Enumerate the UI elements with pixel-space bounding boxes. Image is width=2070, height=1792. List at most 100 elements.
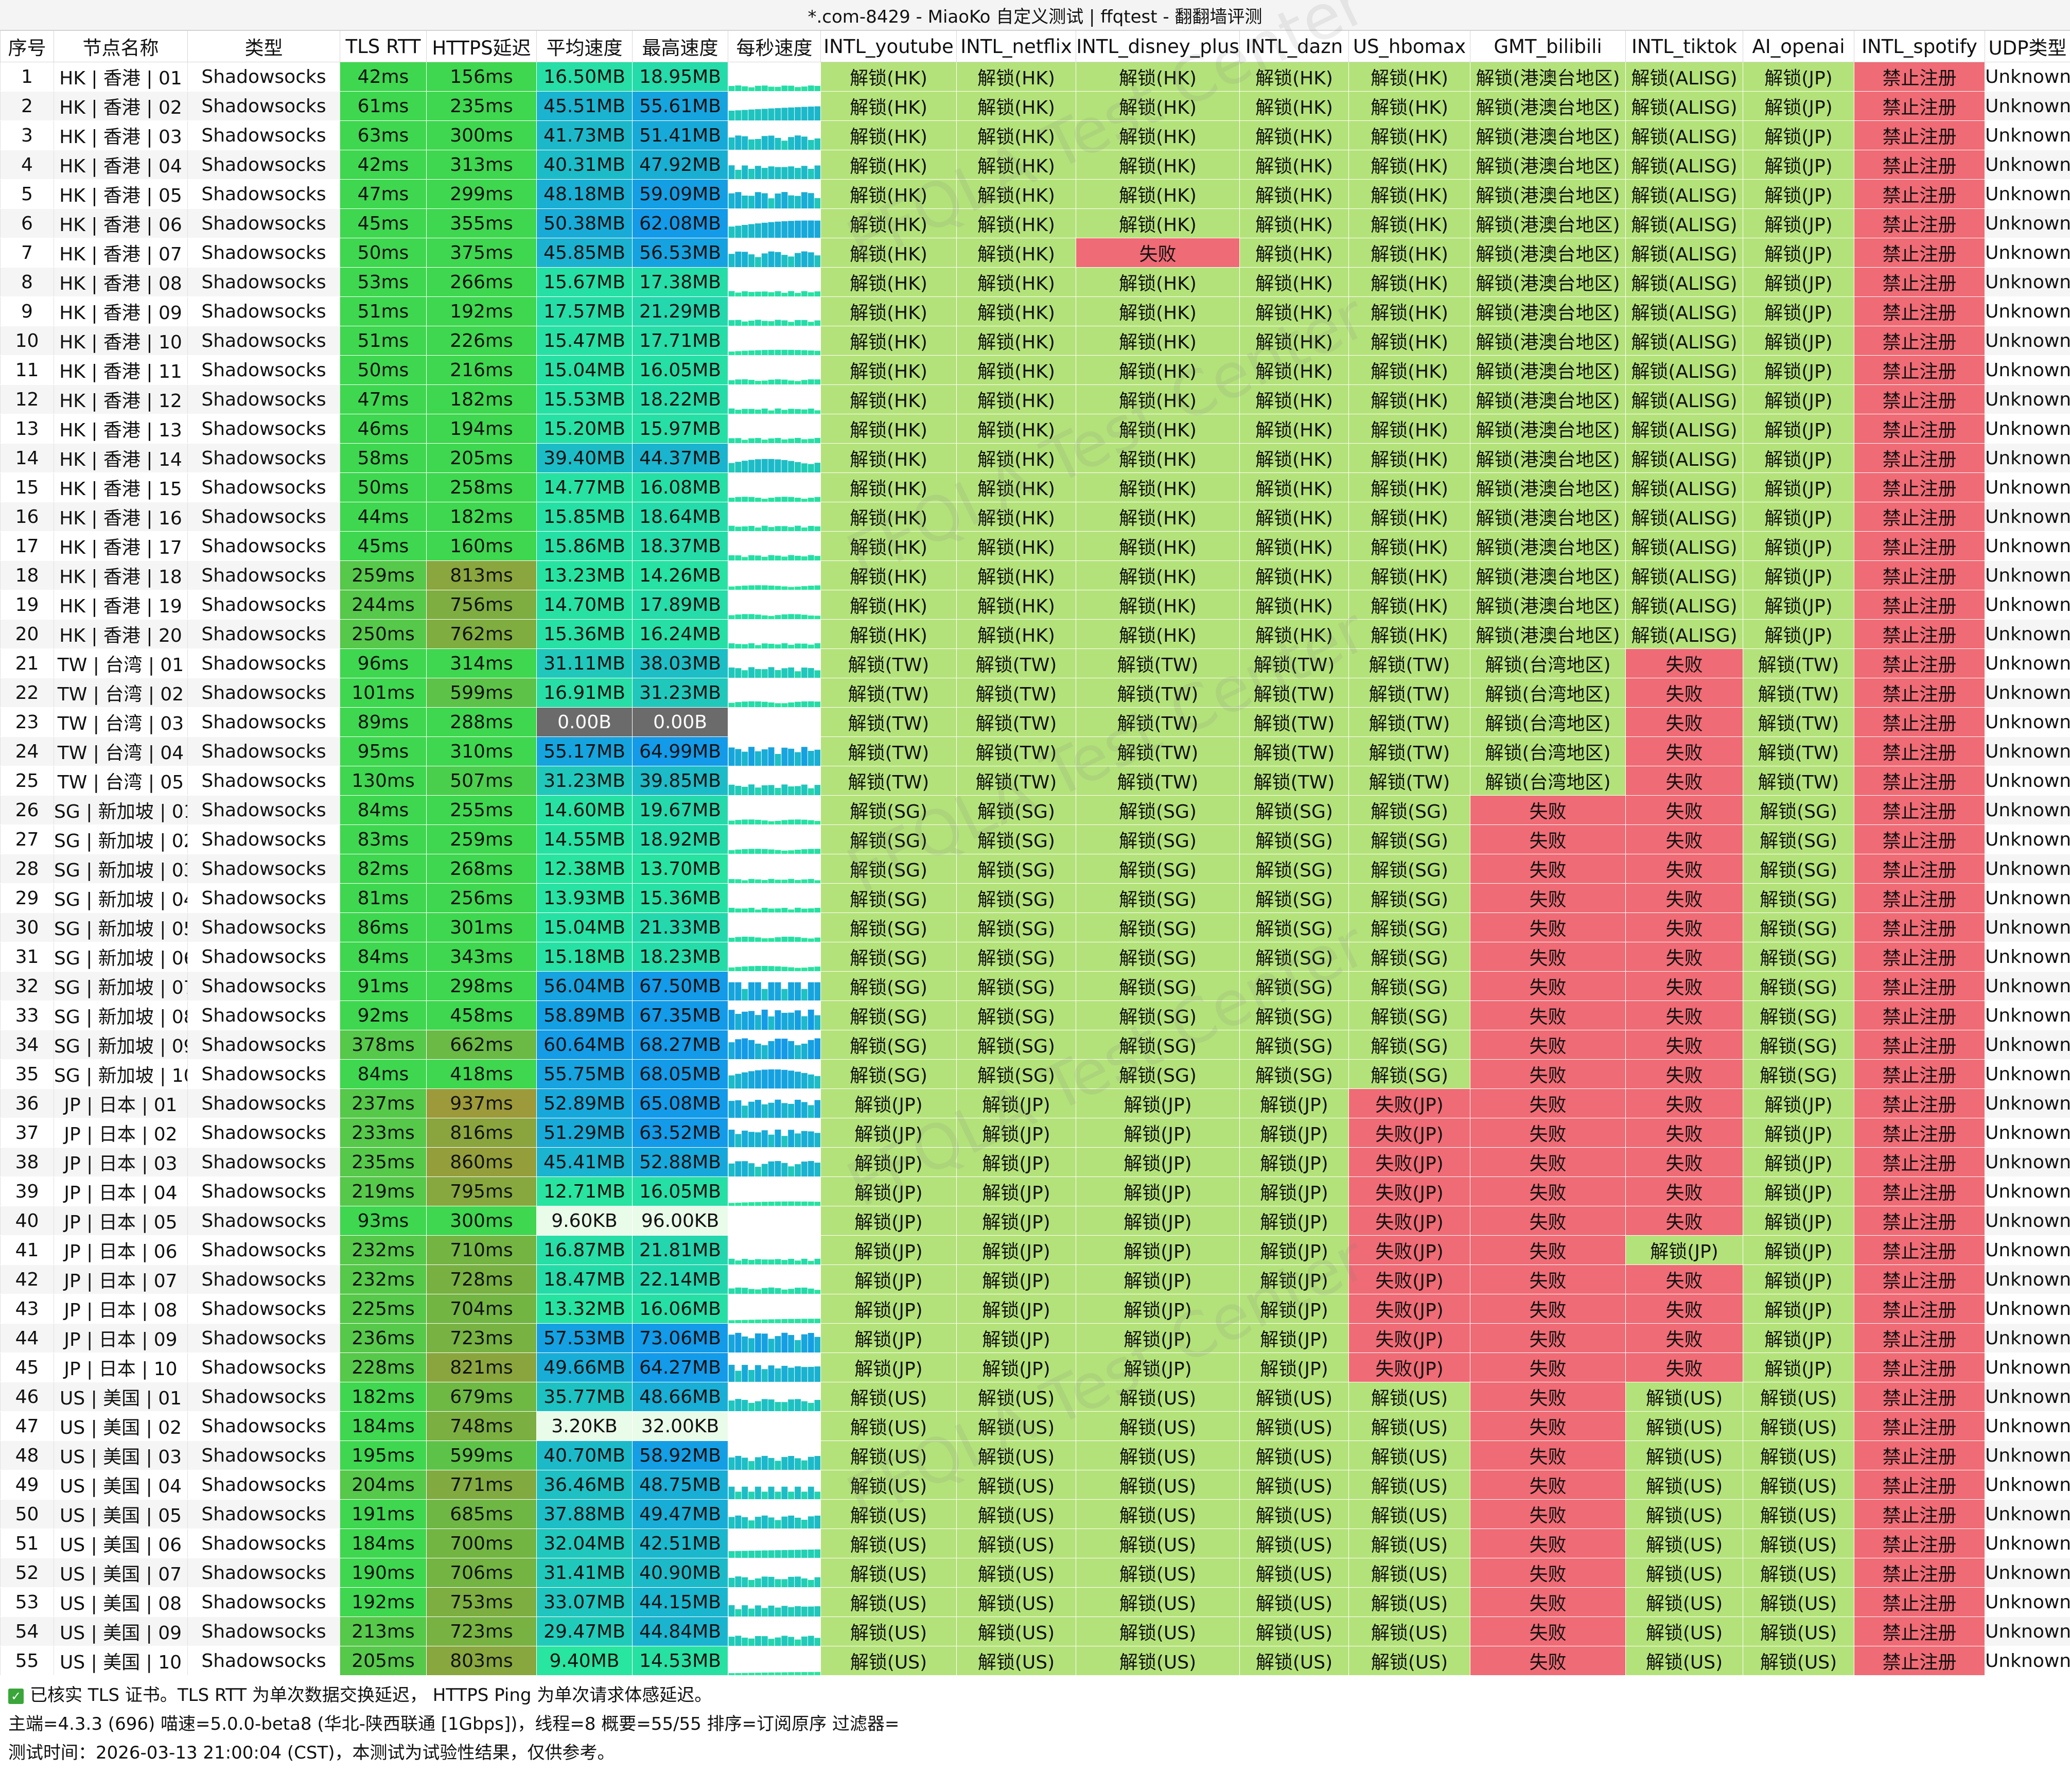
table-row[interactable]: 11 HK | 香港 | 11 Shadowsocks 50ms 216ms 15.04M… xyxy=(0,355,2070,385)
table-row[interactable]: 32 SG | 新加坡 | 07 Shadowsocks 91ms 298ms 56.04… xyxy=(0,971,2070,1001)
sparkline-bar xyxy=(748,1338,755,1352)
table-row[interactable]: 30 SG | 新加坡 | 05 Shadowsocks 86ms 301ms 15.04… xyxy=(0,912,2070,942)
column-header-netflix[interactable]: INTL_netflix xyxy=(956,30,1076,62)
table-row[interactable]: 9 HK | 香港 | 09 Shadowsocks 51ms 192ms 17.57MB… xyxy=(0,296,2070,326)
table-row[interactable]: 19 HK | 香港 | 19 Shadowsocks 244ms 756ms 14.70… xyxy=(0,590,2070,620)
table-row[interactable]: 38 JP | 日本 | 03 Shadowsocks 235ms 860ms 45.41… xyxy=(0,1147,2070,1177)
cell-type: Shadowsocks xyxy=(187,1352,340,1382)
sparkline-bar xyxy=(735,410,742,414)
table-row[interactable]: 42 JP | 日本 | 07 Shadowsocks 232ms 728ms 18.47… xyxy=(0,1264,2070,1294)
table-row[interactable]: 17 HK | 香港 | 17 Shadowsocks 45ms 160ms 15.86M… xyxy=(0,531,2070,561)
table-row[interactable]: 16 HK | 香港 | 16 Shadowsocks 44ms 182ms 15.85M… xyxy=(0,502,2070,532)
sparkline-bar xyxy=(808,1549,814,1558)
table-row[interactable]: 8 HK | 香港 | 08 Shadowsocks 53ms 266ms 15.67MB… xyxy=(0,267,2070,297)
sparkline-bar xyxy=(781,1069,788,1088)
table-row[interactable]: 49 US | 美国 | 04 Shadowsocks 204ms 771ms 36.46… xyxy=(0,1470,2070,1500)
column-header-dazn[interactable]: INTL_dazn xyxy=(1239,30,1349,62)
column-header-hbomax[interactable]: US_hbomax xyxy=(1348,30,1470,62)
table-row[interactable]: 26 SG | 新加坡 | 01 Shadowsocks 84ms 255ms 14.60… xyxy=(0,795,2070,825)
column-header-spark[interactable]: 每秒速度 xyxy=(728,30,821,62)
table-row[interactable]: 45 JP | 日本 | 10 Shadowsocks 228ms 821ms 49.66… xyxy=(0,1352,2070,1382)
table-row[interactable]: 53 US | 美国 | 08 Shadowsocks 192ms 753ms 33.07… xyxy=(0,1587,2070,1617)
column-header-openai[interactable]: AI_openai xyxy=(1743,30,1854,62)
table-row[interactable]: 35 SG | 新加坡 | 10 Shadowsocks 84ms 418ms 55.75… xyxy=(0,1059,2070,1089)
table-row[interactable]: 31 SG | 新加坡 | 06 Shadowsocks 84ms 343ms 15.18… xyxy=(0,942,2070,972)
sparkline-bar xyxy=(795,87,801,91)
table-row[interactable]: 43 JP | 日本 | 08 Shadowsocks 225ms 704ms 13.32… xyxy=(0,1294,2070,1324)
table-row[interactable]: 6 HK | 香港 | 06 Shadowsocks 45ms 355ms 50.38MB… xyxy=(0,208,2070,238)
column-header-spotify[interactable]: INTL_spotify xyxy=(1854,30,1985,62)
column-header-tiktok[interactable]: INTL_tiktok xyxy=(1625,30,1743,62)
cell-hbomax: 失败(JP) xyxy=(1348,1323,1470,1353)
column-header-avg[interactable]: 平均速度 xyxy=(536,30,633,62)
table-row[interactable]: 28 SG | 新加坡 | 03 Shadowsocks 82ms 268ms 12.38… xyxy=(0,854,2070,884)
table-row[interactable]: 41 JP | 日本 | 06 Shadowsocks 232ms 710ms 16.87… xyxy=(0,1235,2070,1265)
table-row[interactable]: 15 HK | 香港 | 15 Shadowsocks 50ms 258ms 14.77M… xyxy=(0,472,2070,502)
table-row[interactable]: 18 HK | 香港 | 18 Shadowsocks 259ms 813ms 13.23… xyxy=(0,560,2070,590)
cell-avg: 50.38MB xyxy=(536,208,633,238)
table-row[interactable]: 22 TW | 台湾 | 02 Shadowsocks 101ms 599ms 16.91… xyxy=(0,678,2070,708)
sparkline-bar xyxy=(808,169,814,179)
table-row[interactable]: 10 HK | 香港 | 10 Shadowsocks 51ms 226ms 15.47M… xyxy=(0,326,2070,356)
column-header-bilibili[interactable]: GMT_bilibili xyxy=(1470,30,1626,62)
sparkline-bar xyxy=(814,1163,820,1176)
column-header-youtube[interactable]: INTL_youtube xyxy=(820,30,957,62)
table-row[interactable]: 7 HK | 香港 | 07 Shadowsocks 50ms 375ms 45.85MB… xyxy=(0,238,2070,268)
column-header-type[interactable]: 类型 xyxy=(187,30,340,62)
table-row[interactable]: 14 HK | 香港 | 14 Shadowsocks 58ms 205ms 39.40M… xyxy=(0,443,2070,473)
table-row[interactable]: 3 HK | 香港 | 03 Shadowsocks 63ms 300ms 41.73MB… xyxy=(0,120,2070,150)
cell-youtube: 解锁(US) xyxy=(820,1440,957,1470)
table-row[interactable]: 4 HK | 香港 | 04 Shadowsocks 42ms 313ms 40.31MB… xyxy=(0,150,2070,180)
table-row[interactable]: 33 SG | 新加坡 | 08 Shadowsocks 92ms 458ms 58.89… xyxy=(0,1000,2070,1030)
table-row[interactable]: 37 JP | 日本 | 02 Shadowsocks 233ms 816ms 51.29… xyxy=(0,1118,2070,1148)
sparkline-bar xyxy=(781,937,788,942)
table-row[interactable]: 55 US | 美国 | 10 Shadowsocks 205ms 803ms 9.40M… xyxy=(0,1646,2070,1676)
cell-idx: 46 xyxy=(0,1382,54,1412)
column-header-tls[interactable]: TLS RTT xyxy=(340,30,427,62)
column-header-idx[interactable]: 序号 xyxy=(0,30,54,62)
table-row[interactable]: 20 HK | 香港 | 20 Shadowsocks 250ms 762ms 15.36… xyxy=(0,619,2070,649)
table-row[interactable]: 1 HK | 香港 | 01 Shadowsocks 42ms 156ms 16.50MB… xyxy=(0,62,2070,92)
cell-https: 458ms xyxy=(426,1000,537,1030)
column-header-udp[interactable]: UDP类型 xyxy=(1985,30,2070,62)
table-row[interactable]: 24 TW | 台湾 | 04 Shadowsocks 95ms 310ms 55.17M… xyxy=(0,736,2070,766)
sparkline-bar xyxy=(775,349,781,355)
table-row[interactable]: 52 US | 美国 | 07 Shadowsocks 190ms 706ms 31.41… xyxy=(0,1558,2070,1588)
column-header-disney[interactable]: INTL_disney_plus xyxy=(1076,30,1240,62)
column-header-name[interactable]: 节点名称 xyxy=(54,30,188,62)
sparkline-bar xyxy=(781,1516,788,1529)
cell-tiktok: 解锁(US) xyxy=(1625,1587,1743,1617)
table-row[interactable]: 13 HK | 香港 | 13 Shadowsocks 46ms 194ms 15.20M… xyxy=(0,414,2070,444)
table-row[interactable]: 47 US | 美国 | 02 Shadowsocks 184ms 748ms 3.20K… xyxy=(0,1411,2070,1441)
table-row[interactable]: 54 US | 美国 | 09 Shadowsocks 213ms 723ms 29.47… xyxy=(0,1617,2070,1646)
table-row[interactable]: 34 SG | 新加坡 | 09 Shadowsocks 378ms 662ms 60.6… xyxy=(0,1030,2070,1060)
table-row[interactable]: 27 SG | 新加坡 | 02 Shadowsocks 83ms 259ms 14.55… xyxy=(0,824,2070,854)
cell-disney: 解锁(JP) xyxy=(1076,1352,1240,1382)
sparkline-bar xyxy=(735,1399,742,1411)
table-row[interactable]: 23 TW | 台湾 | 03 Shadowsocks 89ms 288ms 0.00B 0… xyxy=(0,707,2070,737)
table-row[interactable]: 29 SG | 新加坡 | 04 Shadowsocks 81ms 256ms 13.93… xyxy=(0,883,2070,913)
table-row[interactable]: 36 JP | 日本 | 01 Shadowsocks 237ms 937ms 52.89… xyxy=(0,1088,2070,1118)
table-row[interactable]: 51 US | 美国 | 06 Shadowsocks 184ms 700ms 32.04… xyxy=(0,1529,2070,1558)
cell-spark xyxy=(728,414,821,444)
table-row[interactable]: 25 TW | 台湾 | 05 Shadowsocks 130ms 507ms 31.23… xyxy=(0,766,2070,796)
table-row[interactable]: 5 HK | 香港 | 05 Shadowsocks 47ms 299ms 48.18MB… xyxy=(0,179,2070,209)
column-header-max[interactable]: 最高速度 xyxy=(632,30,728,62)
cell-type: Shadowsocks xyxy=(187,1558,340,1588)
cell-tls: 232ms xyxy=(340,1264,427,1294)
table-row[interactable]: 48 US | 美国 | 03 Shadowsocks 195ms 599ms 40.70… xyxy=(0,1440,2070,1470)
sparkline-bar xyxy=(768,555,775,560)
cell-name: SG | 新加坡 | 03 xyxy=(54,854,188,884)
table-row[interactable]: 12 HK | 香港 | 12 Shadowsocks 47ms 182ms 15.53M… xyxy=(0,384,2070,414)
table-row[interactable]: 21 TW | 台湾 | 01 Shadowsocks 96ms 314ms 31.11M… xyxy=(0,648,2070,678)
table-row[interactable]: 2 HK | 香港 | 02 Shadowsocks 61ms 235ms 45.51MB… xyxy=(0,91,2070,121)
table-row[interactable]: 50 US | 美国 | 05 Shadowsocks 191ms 685ms 37.88… xyxy=(0,1499,2070,1529)
table-row[interactable]: 39 JP | 日本 | 04 Shadowsocks 219ms 795ms 12.71… xyxy=(0,1176,2070,1206)
column-header-https[interactable]: HTTPS延迟 xyxy=(426,30,537,62)
cell-youtube: 解锁(TW) xyxy=(820,707,957,737)
sparkline-bar xyxy=(735,849,742,854)
table-row[interactable]: 46 US | 美国 | 01 Shadowsocks 182ms 679ms 35.77… xyxy=(0,1382,2070,1412)
sparkline-bar xyxy=(795,1133,801,1147)
table-row[interactable]: 44 JP | 日本 | 09 Shadowsocks 236ms 723ms 57.53… xyxy=(0,1323,2070,1353)
table-row[interactable]: 40 JP | 日本 | 05 Shadowsocks 93ms 300ms 9.60KB… xyxy=(0,1206,2070,1236)
